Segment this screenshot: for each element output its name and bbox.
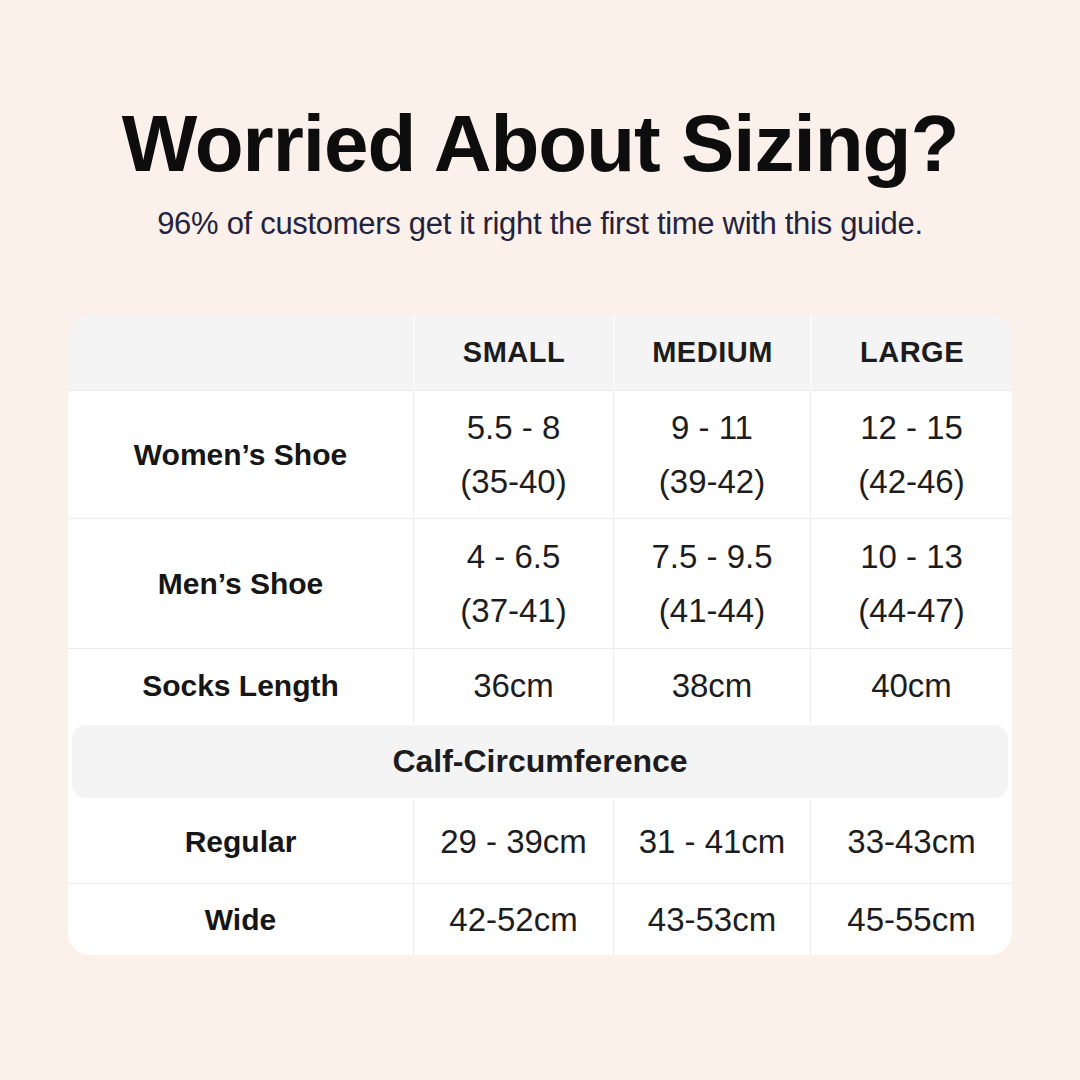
cell-value-line: (39-42)	[659, 462, 765, 502]
cell-value-line: (41-44)	[659, 591, 765, 631]
page-title: Worried About Sizing?	[0, 98, 1080, 190]
header-cell-blank	[68, 315, 413, 390]
table-row-regular: Regular 29 - 39cm 31 - 41cm 33-43cm	[68, 800, 1012, 883]
cell-value-line: 12 - 15	[860, 408, 963, 448]
regular-medium-cell: 31 - 41cm	[613, 800, 810, 883]
mens-shoe-small-cell: 4 - 6.5 (37-41)	[413, 519, 613, 648]
row-label-womens-shoe: Women’s Shoe	[68, 391, 413, 518]
socks-length-medium-cell: 38cm	[613, 649, 810, 723]
wide-medium-cell: 43-53cm	[613, 884, 810, 955]
section-title: Calf-Circumference	[392, 743, 687, 780]
mens-shoe-large-cell: 10 - 13 (44-47)	[810, 519, 1012, 648]
cell-value-line: (42-46)	[858, 462, 964, 502]
womens-shoe-large-cell: 12 - 15 (42-46)	[810, 391, 1012, 518]
cell-value-line: (37-41)	[460, 591, 566, 631]
row-label-socks-length: Socks Length	[68, 649, 413, 723]
socks-length-large-cell: 40cm	[810, 649, 1012, 723]
cell-value-line: 7.5 - 9.5	[651, 537, 772, 577]
cell-value-line: 9 - 11	[671, 408, 753, 448]
header-cell-medium: MEDIUM	[613, 315, 810, 390]
header-cell-large: LARGE	[810, 315, 1012, 390]
cell-value-line: 10 - 13	[860, 537, 963, 577]
table-row-womens-shoe: Women’s Shoe 5.5 - 8 (35-40) 9 - 11 (39-…	[68, 390, 1012, 518]
row-label-wide: Wide	[68, 884, 413, 955]
regular-large-cell: 33-43cm	[810, 800, 1012, 883]
table-header-row: SMALL MEDIUM LARGE	[68, 315, 1012, 390]
header-cell-small: SMALL	[413, 315, 613, 390]
cell-value-line: (44-47)	[858, 591, 964, 631]
table-section-calf-circumference: Calf-Circumference	[72, 725, 1008, 798]
page-subtitle: 96% of customers get it right the first …	[0, 206, 1080, 242]
womens-shoe-small-cell: 5.5 - 8 (35-40)	[413, 391, 613, 518]
wide-small-cell: 42-52cm	[413, 884, 613, 955]
cell-value-line: (35-40)	[460, 462, 566, 502]
table-row-wide: Wide 42-52cm 43-53cm 45-55cm	[68, 883, 1012, 955]
cell-value-line: 5.5 - 8	[467, 408, 561, 448]
regular-small-cell: 29 - 39cm	[413, 800, 613, 883]
row-label-mens-shoe: Men’s Shoe	[68, 519, 413, 648]
cell-value-line: 4 - 6.5	[467, 537, 561, 577]
mens-shoe-medium-cell: 7.5 - 9.5 (41-44)	[613, 519, 810, 648]
table-row-socks-length: Socks Length 36cm 38cm 40cm	[68, 648, 1012, 723]
socks-length-small-cell: 36cm	[413, 649, 613, 723]
wide-large-cell: 45-55cm	[810, 884, 1012, 955]
sizing-guide-infographic: Worried About Sizing? 96% of customers g…	[0, 0, 1080, 1080]
table-section-band-wrap: Calf-Circumference	[68, 723, 1012, 800]
womens-shoe-medium-cell: 9 - 11 (39-42)	[613, 391, 810, 518]
table-row-mens-shoe: Men’s Shoe 4 - 6.5 (37-41) 7.5 - 9.5 (41…	[68, 518, 1012, 648]
row-label-regular: Regular	[68, 800, 413, 883]
size-chart-table: SMALL MEDIUM LARGE Women’s Shoe 5.5 - 8 …	[68, 315, 1012, 955]
